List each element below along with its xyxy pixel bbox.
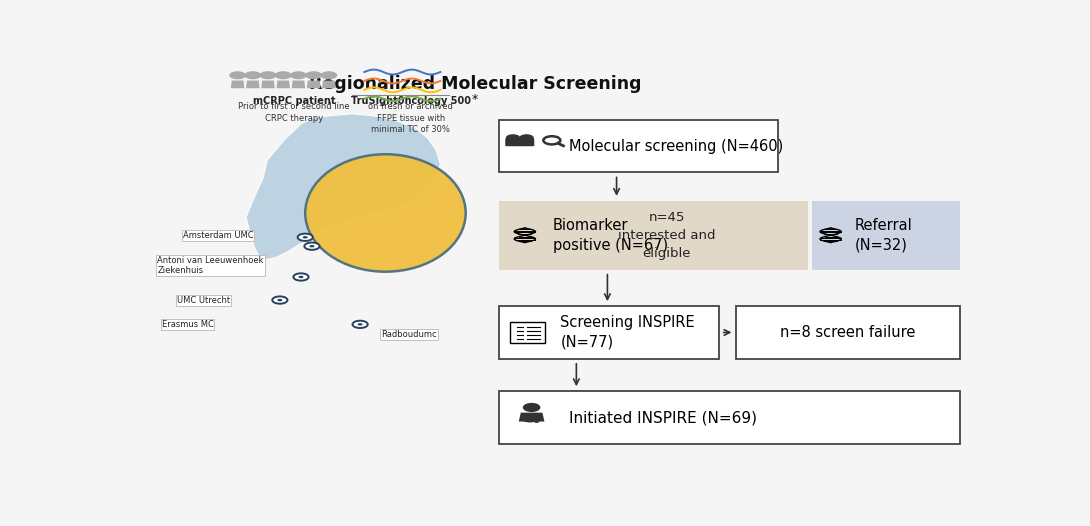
Circle shape <box>244 71 262 79</box>
Circle shape <box>298 234 313 241</box>
Text: on fresh or archived
FFPE tissue with
minimal TC of 30%: on fresh or archived FFPE tissue with mi… <box>368 103 453 134</box>
Text: n=45
interested and
eligible: n=45 interested and eligible <box>618 211 715 260</box>
Ellipse shape <box>305 154 465 272</box>
FancyBboxPatch shape <box>499 201 808 270</box>
Circle shape <box>275 71 292 79</box>
FancyBboxPatch shape <box>499 306 719 359</box>
Polygon shape <box>246 80 259 88</box>
Polygon shape <box>307 80 320 88</box>
Circle shape <box>520 135 533 141</box>
Circle shape <box>358 323 363 326</box>
FancyBboxPatch shape <box>736 306 960 359</box>
Text: n=8 screen failure: n=8 screen failure <box>780 325 916 340</box>
Polygon shape <box>292 80 305 88</box>
Bar <box>510 322 545 343</box>
Text: Radboudumc: Radboudumc <box>382 330 437 339</box>
Polygon shape <box>277 80 290 88</box>
Circle shape <box>299 276 303 278</box>
Circle shape <box>523 403 540 411</box>
FancyBboxPatch shape <box>499 391 960 444</box>
Circle shape <box>272 297 288 304</box>
Polygon shape <box>231 80 244 88</box>
Text: Referral
(N=32): Referral (N=32) <box>855 218 912 252</box>
Text: mCRPC patient: mCRPC patient <box>253 96 336 106</box>
Text: Initiated INSPIRE (N=69): Initiated INSPIRE (N=69) <box>569 410 756 425</box>
FancyBboxPatch shape <box>499 120 778 173</box>
Text: *: * <box>472 93 477 106</box>
Circle shape <box>259 71 277 79</box>
Polygon shape <box>323 80 336 88</box>
Circle shape <box>229 71 246 79</box>
Text: Biomarker
positive (N=67): Biomarker positive (N=67) <box>553 218 668 252</box>
FancyBboxPatch shape <box>506 139 521 146</box>
Circle shape <box>290 71 307 79</box>
Text: Molecular screening (N=460): Molecular screening (N=460) <box>569 139 783 154</box>
Polygon shape <box>519 413 544 421</box>
Text: UMC Utrecht: UMC Utrecht <box>177 296 230 305</box>
Circle shape <box>310 245 315 247</box>
Text: Amsterdam UMC: Amsterdam UMC <box>183 231 253 240</box>
FancyBboxPatch shape <box>812 201 960 270</box>
Polygon shape <box>262 80 275 88</box>
Circle shape <box>277 299 282 301</box>
Text: TruSight0ncology 500: TruSight0ncology 500 <box>351 96 471 106</box>
Text: Regionalized Molecular Screening: Regionalized Molecular Screening <box>310 76 642 94</box>
Circle shape <box>320 71 337 79</box>
FancyBboxPatch shape <box>519 139 534 146</box>
Circle shape <box>305 71 323 79</box>
Text: Screening INSPIRE
(N=77): Screening INSPIRE (N=77) <box>560 315 695 350</box>
Circle shape <box>352 321 367 328</box>
Text: Antoni van Leeuwenhoek
Ziekenhuis: Antoni van Leeuwenhoek Ziekenhuis <box>157 256 264 275</box>
Circle shape <box>293 274 308 280</box>
Circle shape <box>303 236 307 238</box>
Circle shape <box>507 135 520 141</box>
Text: Prior to first or second line
CRPC therapy: Prior to first or second line CRPC thera… <box>239 103 350 123</box>
Polygon shape <box>246 114 440 259</box>
Circle shape <box>534 420 538 422</box>
Circle shape <box>304 242 319 250</box>
Text: Erasmus MC: Erasmus MC <box>161 320 214 329</box>
